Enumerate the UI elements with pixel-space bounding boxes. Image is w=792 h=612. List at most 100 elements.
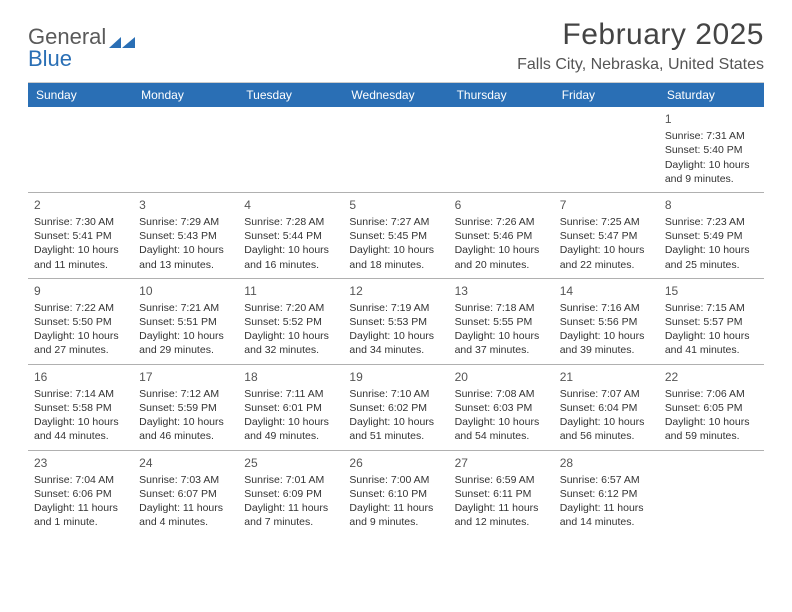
daylight-label: Daylight: 10 hours and 49 minutes. (244, 415, 337, 443)
day-number: 23 (34, 455, 127, 471)
day-number: 18 (244, 369, 337, 385)
sunrise-label: Sunrise: 7:21 AM (139, 301, 232, 315)
day-cell: 6 Sunrise: 7:26 AMSunset: 5:46 PMDaylight… (449, 193, 554, 278)
day-number: 4 (244, 197, 337, 213)
daylight-label: Daylight: 10 hours and 41 minutes. (665, 329, 758, 357)
sunrise-label: Sunrise: 7:07 AM (560, 387, 653, 401)
daylight-label: Daylight: 10 hours and 59 minutes. (665, 415, 758, 443)
brand-logo: GeneralBlue (28, 18, 135, 72)
daylight-label: Daylight: 10 hours and 44 minutes. (34, 415, 127, 443)
sunrise-label: Sunrise: 6:57 AM (560, 473, 653, 487)
daylight-label: Daylight: 11 hours and 7 minutes. (244, 501, 337, 529)
day-number: 10 (139, 283, 232, 299)
day-number: 19 (349, 369, 442, 385)
daylight-label: Daylight: 10 hours and 34 minutes. (349, 329, 442, 357)
sunrise-label: Sunrise: 7:25 AM (560, 215, 653, 229)
day-header-tuesday: Tuesday (238, 83, 343, 107)
sunrise-label: Sunrise: 7:15 AM (665, 301, 758, 315)
day-number: 28 (560, 455, 653, 471)
daylight-label: Daylight: 10 hours and 37 minutes. (455, 329, 548, 357)
day-cell: 16Sunrise: 7:14 AMSunset: 5:58 PMDayligh… (28, 365, 133, 450)
day-cell: 8Sunrise: 7:23 AMSunset: 5:49 PMDaylight… (659, 193, 764, 278)
daylight-label: Daylight: 10 hours and 22 minutes. (560, 243, 653, 271)
day-cell: 12Sunrise: 7:19 AMSunset: 5:53 PMDayligh… (343, 279, 448, 364)
day-cell: 25Sunrise: 7:01 AMSunset: 6:09 PMDayligh… (238, 451, 343, 536)
day-number: 6 (455, 197, 548, 213)
sunrise-label: Sunrise: 7:23 AM (665, 215, 758, 229)
day-cell: 27Sunrise: 6:59 AMSunset: 6:11 PMDayligh… (449, 451, 554, 536)
sunset-label: Sunset: 5:44 PM (244, 229, 337, 243)
sunset-label: Sunset: 5:52 PM (244, 315, 337, 329)
sunset-label: Sunset: 5:49 PM (665, 229, 758, 243)
day-cell: 2Sunrise: 7:30 AMSunset: 5:41 PMDaylight… (28, 193, 133, 278)
sunrise-label: Sunrise: 7:28 AM (244, 215, 337, 229)
daylight-label: Daylight: 10 hours and 39 minutes. (560, 329, 653, 357)
day-cell: 9Sunrise: 7:22 AMSunset: 5:50 PMDaylight… (28, 279, 133, 364)
daylight-label: Daylight: 10 hours and 46 minutes. (139, 415, 232, 443)
sunset-label: Sunset: 6:09 PM (244, 487, 337, 501)
day-number: 5 (349, 197, 442, 213)
sunrise-label: Sunrise: 7:22 AM (34, 301, 127, 315)
sunrise-label: Sunrise: 7:26 AM (455, 215, 548, 229)
day-header-thursday: Thursday (449, 83, 554, 107)
day-cell: 26Sunrise: 7:00 AMSunset: 6:10 PMDayligh… (343, 451, 448, 536)
sunset-label: Sunset: 6:06 PM (34, 487, 127, 501)
daylight-label: Daylight: 11 hours and 4 minutes. (139, 501, 232, 529)
day-cell: 21Sunrise: 7:07 AMSunset: 6:04 PMDayligh… (554, 365, 659, 450)
sunrise-label: Sunrise: 7:00 AM (349, 473, 442, 487)
day-number: 20 (455, 369, 548, 385)
sunrise-label: Sunrise: 7:16 AM (560, 301, 653, 315)
week-row: 9Sunrise: 7:22 AMSunset: 5:50 PMDaylight… (28, 278, 764, 364)
title-block: February 2025 Falls City, Nebraska, Unit… (517, 18, 764, 74)
sunrise-label: Sunrise: 7:18 AM (455, 301, 548, 315)
day-cell: 20Sunrise: 7:08 AMSunset: 6:03 PMDayligh… (449, 365, 554, 450)
sunset-label: Sunset: 5:56 PM (560, 315, 653, 329)
daylight-label: Daylight: 10 hours and 20 minutes. (455, 243, 548, 271)
sunset-label: Sunset: 5:46 PM (455, 229, 548, 243)
weeks-container: 1Sunrise: 7:31 AMSunset: 5:40 PMDaylight… (28, 107, 764, 535)
day-cell-empty (659, 451, 764, 536)
day-cell: 24Sunrise: 7:03 AMSunset: 6:07 PMDayligh… (133, 451, 238, 536)
day-cell: 7Sunrise: 7:25 AMSunset: 5:47 PMDaylight… (554, 193, 659, 278)
day-number: 26 (349, 455, 442, 471)
daylight-label: Daylight: 10 hours and 13 minutes. (139, 243, 232, 271)
day-number: 25 (244, 455, 337, 471)
sunrise-label: Sunrise: 7:10 AM (349, 387, 442, 401)
day-cell: 14Sunrise: 7:16 AMSunset: 5:56 PMDayligh… (554, 279, 659, 364)
sunrise-label: Sunrise: 6:59 AM (455, 473, 548, 487)
day-header-friday: Friday (554, 83, 659, 107)
daylight-label: Daylight: 10 hours and 9 minutes. (665, 158, 758, 186)
sunrise-label: Sunrise: 7:31 AM (665, 129, 758, 143)
daylight-label: Daylight: 10 hours and 25 minutes. (665, 243, 758, 271)
sunset-label: Sunset: 6:01 PM (244, 401, 337, 415)
day-number: 11 (244, 283, 337, 299)
sunset-label: Sunset: 6:12 PM (560, 487, 653, 501)
sunrise-label: Sunrise: 7:12 AM (139, 387, 232, 401)
day-number: 17 (139, 369, 232, 385)
sunset-label: Sunset: 5:41 PM (34, 229, 127, 243)
day-cell: 18Sunrise: 7:11 AMSunset: 6:01 PMDayligh… (238, 365, 343, 450)
day-cell: 17Sunrise: 7:12 AMSunset: 5:59 PMDayligh… (133, 365, 238, 450)
day-header-saturday: Saturday (659, 83, 764, 107)
sunrise-label: Sunrise: 7:04 AM (34, 473, 127, 487)
sunset-label: Sunset: 6:03 PM (455, 401, 548, 415)
daylight-label: Daylight: 10 hours and 29 minutes. (139, 329, 232, 357)
daylight-label: Daylight: 11 hours and 14 minutes. (560, 501, 653, 529)
sunrise-label: Sunrise: 7:30 AM (34, 215, 127, 229)
day-number: 9 (34, 283, 127, 299)
sunset-label: Sunset: 5:40 PM (665, 143, 758, 157)
week-row: 23 Sunrise: 7:04 AMSunset: 6:06 PM Dayligh… (28, 450, 764, 536)
sunset-label: Sunset: 6:05 PM (665, 401, 758, 415)
daylight-label: Daylight: 11 hours and 9 minutes. (349, 501, 442, 529)
sunset-label: Sunset: 5:58 PM (34, 401, 127, 415)
day-cell-empty (343, 107, 448, 192)
calendar-page: GeneralBlue February 2025 Falls City, Ne… (0, 0, 792, 555)
daylight-label: Daylight: 10 hours and 56 minutes. (560, 415, 653, 443)
sunset-label: Sunset: 5:55 PM (455, 315, 548, 329)
sunrise-label: Sunrise: 7:19 AM (349, 301, 442, 315)
day-cell-empty (238, 107, 343, 192)
day-cell-empty (554, 107, 659, 192)
day-cell: 13Sunrise: 7:18 AMSunset: 5:55 PMDayligh… (449, 279, 554, 364)
day-number: 15 (665, 283, 758, 299)
day-cell: 5Sunrise: 7:27 AMSunset: 5:45 PMDaylight… (343, 193, 448, 278)
